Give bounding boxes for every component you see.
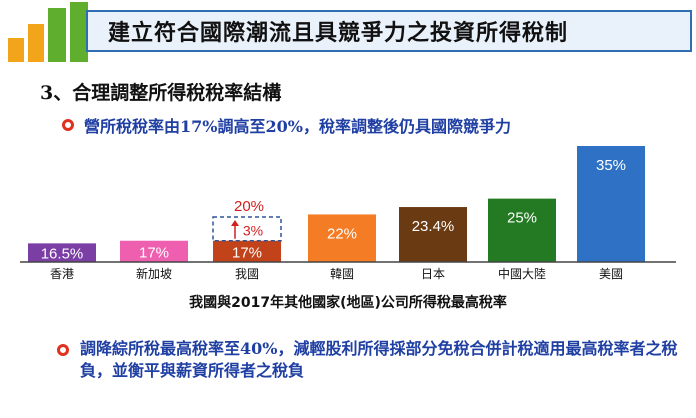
bar-value-label: 23.4%	[412, 218, 455, 235]
arrow-head-icon	[231, 219, 239, 226]
bullet-icon	[57, 344, 69, 356]
increase-dashed-box	[212, 216, 282, 242]
increase-label: 3%	[243, 223, 263, 239]
bar-value-label: 22%	[327, 225, 357, 242]
bullet-text-1: 營所稅稅率由17%調高至20%，稅率調整後仍具國際競爭力	[84, 117, 511, 136]
chart-caption: 我國與2017年其他國家(地區)公司所得稅最高稅率	[189, 295, 507, 311]
bar-value-label: 17%	[139, 244, 169, 261]
bar-1	[120, 240, 188, 262]
bar-value-label: 16.5%	[41, 246, 84, 263]
bullet-text-2: 調降綜所稅最高稅率至40%，減輕股利所得採部分免稅合併計稅適用最高稅率者之稅負，…	[80, 339, 678, 380]
bar-chart-logo-icon	[8, 2, 88, 62]
bar-value-label: 35%	[596, 157, 626, 174]
bar-value-label: 17%	[232, 244, 262, 261]
page-title: 建立符合國際潮流且具競爭力之投資所得稅制	[86, 10, 692, 52]
category-tick-label: 香港	[50, 267, 74, 281]
bar-2	[213, 240, 281, 262]
bar-3	[308, 214, 376, 262]
new-rate-label: 20%	[234, 198, 264, 215]
category-tick-label: 中國大陸	[498, 266, 546, 281]
section-heading: 3、合理調整所得稅稅率結構	[40, 82, 282, 104]
bar-6	[577, 146, 645, 262]
bullet-icon	[62, 119, 74, 131]
bar-0	[28, 243, 96, 262]
category-tick-label: 日本	[421, 267, 445, 281]
category-tick-label: 新加坡	[136, 266, 172, 281]
category-tick-label: 美國	[599, 267, 623, 281]
bar-4	[399, 207, 467, 262]
bar-5	[488, 198, 556, 262]
bar-value-label: 25%	[507, 210, 537, 227]
category-tick-label: 韓國	[330, 267, 354, 281]
category-tick-label: 我國	[235, 267, 259, 281]
